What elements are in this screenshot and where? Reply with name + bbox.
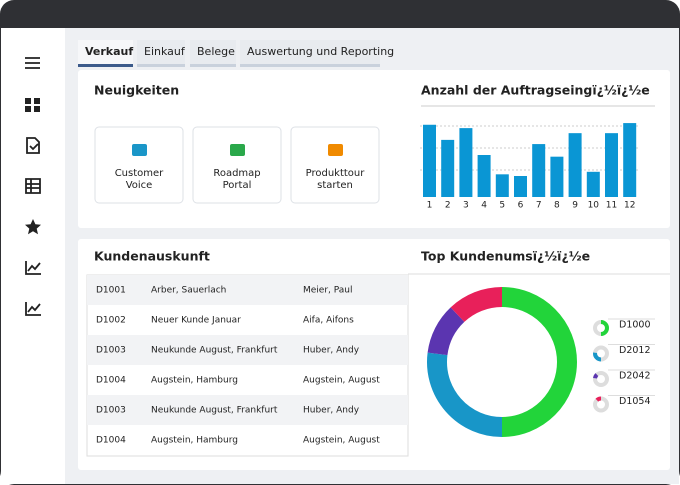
tile[interactable] bbox=[290, 126, 380, 204]
table-cell: Augstein, Hamburg bbox=[151, 436, 238, 446]
table-cell: Augstein, August bbox=[303, 376, 380, 386]
legend-ring bbox=[593, 371, 609, 387]
donut-segment[interactable] bbox=[501, 287, 577, 437]
table-cell: Neukunde August, Frankfurt bbox=[151, 346, 278, 356]
analytics-icon[interactable] bbox=[25, 302, 41, 316]
tile-icon bbox=[230, 144, 245, 156]
bar bbox=[605, 133, 618, 197]
tab-label[interactable]: Einkauf bbox=[144, 45, 186, 58]
tab[interactable] bbox=[137, 40, 185, 66]
x-tick-label: 9 bbox=[572, 201, 578, 211]
donut-segment[interactable] bbox=[427, 307, 465, 356]
bar bbox=[586, 171, 600, 197]
tile-label: Customer bbox=[115, 168, 164, 179]
table-cell: D1003 bbox=[96, 406, 126, 416]
table-cell: D1001 bbox=[96, 286, 126, 296]
table-cell: D1004 bbox=[96, 436, 126, 446]
tab[interactable] bbox=[190, 40, 236, 66]
tab-underline bbox=[78, 64, 133, 67]
x-tick-label: 2 bbox=[445, 201, 451, 211]
legend-label[interactable]: D1000 bbox=[619, 320, 651, 331]
tile-icon bbox=[328, 144, 343, 156]
bar bbox=[568, 133, 582, 197]
legend-icon bbox=[595, 396, 602, 402]
table-cell: D1002 bbox=[96, 316, 126, 326]
legend-label[interactable]: D2042 bbox=[619, 371, 651, 382]
x-tick-label: 5 bbox=[499, 201, 505, 211]
table-cell: Huber, Andy bbox=[303, 346, 360, 356]
table-row[interactable] bbox=[87, 335, 408, 365]
tile-icon bbox=[132, 144, 147, 156]
table-row[interactable] bbox=[87, 395, 408, 425]
dashboard-icon[interactable] bbox=[25, 98, 40, 112]
panel-title: Kundenauskunft bbox=[94, 249, 210, 264]
grid bbox=[420, 125, 638, 171]
tab-label[interactable]: Belege bbox=[197, 45, 235, 58]
bar bbox=[532, 144, 546, 197]
table-icon[interactable] bbox=[25, 178, 41, 194]
table-cell: Neuer Kunde Januar bbox=[151, 316, 241, 326]
chart-title: Anzahl der Auftragseingï¿½ï¿½e bbox=[421, 83, 650, 98]
tile-label: Roadmap bbox=[213, 168, 260, 179]
tile-label: starten bbox=[317, 180, 353, 191]
tab-underline bbox=[240, 64, 380, 67]
tile-label: Portal bbox=[223, 180, 252, 191]
table-cell: D1003 bbox=[96, 346, 126, 356]
table-cell: Huber, Andy bbox=[303, 406, 360, 416]
bar bbox=[495, 174, 509, 197]
bar bbox=[550, 156, 564, 197]
legend-icon bbox=[600, 320, 609, 336]
tile[interactable] bbox=[192, 126, 282, 204]
tab-underline bbox=[190, 64, 236, 67]
table-cell: D1004 bbox=[96, 376, 126, 386]
tile-label: Produkttour bbox=[306, 168, 366, 179]
table-cell: Arber, Sauerlach bbox=[151, 286, 226, 296]
table-cell: Augstein, Hamburg bbox=[151, 376, 238, 386]
donut-segment[interactable] bbox=[450, 287, 503, 323]
favorite-icon[interactable] bbox=[25, 219, 41, 235]
x-tick-label: 11 bbox=[606, 201, 617, 211]
bar bbox=[423, 124, 436, 197]
sidebar-icons[interactable] bbox=[25, 57, 41, 316]
legend-label[interactable]: D1054 bbox=[619, 396, 651, 407]
bar bbox=[459, 128, 473, 197]
legend-label[interactable]: D2012 bbox=[619, 345, 651, 356]
table-cell: Augstein, August bbox=[303, 436, 380, 446]
tab-label[interactable]: Verkauf bbox=[85, 45, 133, 58]
legend-icon bbox=[593, 352, 602, 362]
report-icon[interactable] bbox=[25, 261, 41, 275]
tab[interactable] bbox=[240, 40, 380, 66]
table-cell: Meier, Paul bbox=[303, 286, 353, 296]
tile[interactable] bbox=[94, 126, 184, 204]
legend-icon bbox=[593, 373, 599, 379]
tab-underline bbox=[137, 64, 185, 67]
tab[interactable] bbox=[78, 40, 133, 66]
x-tick-label: 8 bbox=[554, 201, 560, 211]
x-tick-label: 12 bbox=[624, 201, 635, 211]
document-icon[interactable] bbox=[26, 137, 40, 154]
x-tick-label: 3 bbox=[463, 201, 469, 211]
x-tick-label: 4 bbox=[481, 201, 487, 211]
sidebar bbox=[1, 28, 65, 484]
bar bbox=[477, 155, 491, 197]
bar bbox=[623, 123, 637, 197]
bar bbox=[441, 139, 455, 197]
chart-title: Top Kundenumsï¿½ï¿½e bbox=[421, 249, 590, 264]
x-tick-label: 6 bbox=[518, 201, 524, 211]
table-cell: Aifa, Aifons bbox=[303, 316, 354, 326]
table-row[interactable] bbox=[87, 275, 408, 305]
x-tick-label: 1 bbox=[427, 201, 433, 211]
bar bbox=[514, 176, 527, 197]
panel-title: Neuigkeiten bbox=[94, 83, 179, 98]
tile-label: Voice bbox=[126, 180, 153, 191]
tab-label[interactable]: Auswertung und Reporting bbox=[247, 45, 394, 58]
table-cell: Neukunde August, Frankfurt bbox=[151, 406, 278, 416]
menu-icon[interactable] bbox=[25, 57, 40, 69]
x-tick-label: 10 bbox=[588, 201, 600, 211]
donut-segment[interactable] bbox=[427, 352, 503, 437]
x-tick-label: 7 bbox=[536, 201, 542, 211]
